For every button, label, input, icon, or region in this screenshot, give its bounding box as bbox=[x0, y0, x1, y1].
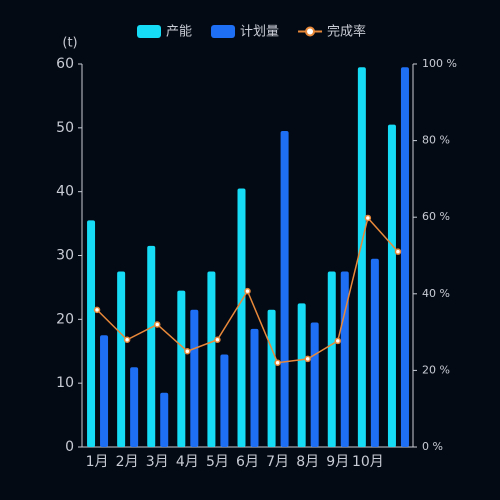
bar bbox=[237, 188, 246, 447]
y-tick-label: 60 bbox=[56, 56, 74, 72]
bar bbox=[387, 124, 396, 448]
y2-tick-label: 0 % bbox=[422, 440, 443, 453]
y-tick-label: 0 bbox=[65, 439, 74, 455]
bar bbox=[310, 322, 319, 447]
y2-tick-label: 100 % bbox=[422, 57, 457, 70]
y2-tick-label: 40 % bbox=[422, 287, 450, 300]
point bbox=[364, 214, 372, 222]
x-tick-label: 7月 bbox=[266, 454, 289, 470]
point bbox=[244, 287, 251, 295]
bar bbox=[297, 303, 306, 447]
point bbox=[274, 359, 281, 366]
legend-swatch bbox=[137, 25, 161, 38]
y-tick-label: 10 bbox=[56, 375, 74, 391]
x-tick-label: 4月 bbox=[176, 454, 199, 470]
bar bbox=[100, 335, 109, 447]
x-tick-label: 5月 bbox=[206, 454, 229, 470]
y-tick-label: 20 bbox=[56, 311, 74, 327]
bar bbox=[250, 328, 259, 447]
legend-swatch bbox=[305, 26, 316, 37]
bar bbox=[220, 354, 229, 447]
y2-tick-label: 20 % bbox=[422, 363, 450, 376]
bar bbox=[400, 67, 409, 448]
bar bbox=[280, 131, 289, 447]
point bbox=[153, 321, 161, 328]
x-tick-label: 1月 bbox=[86, 454, 109, 470]
point bbox=[93, 306, 101, 314]
x-tick-label: 3月 bbox=[146, 454, 169, 470]
legend-label: 产能 bbox=[166, 25, 192, 40]
y2-tick-label: 80 % bbox=[422, 134, 450, 147]
bar bbox=[357, 67, 366, 448]
bar bbox=[130, 367, 139, 447]
point bbox=[214, 336, 221, 344]
x-tick-label: 10月 bbox=[352, 454, 384, 470]
x-tick-label: 2月 bbox=[116, 454, 139, 470]
y-tick-label: 40 bbox=[56, 184, 74, 200]
x-tick-label: 9月 bbox=[326, 454, 349, 470]
legend-label: 计划量 bbox=[240, 25, 279, 40]
bar bbox=[117, 271, 126, 447]
point bbox=[123, 336, 131, 344]
bar bbox=[327, 271, 336, 447]
point bbox=[184, 348, 191, 355]
legend-swatch bbox=[211, 25, 236, 38]
bar bbox=[207, 271, 216, 447]
y-tick-label: 30 bbox=[56, 248, 74, 264]
y2-tick-label: 60 % bbox=[422, 210, 450, 223]
point bbox=[304, 355, 311, 363]
bar bbox=[370, 258, 379, 447]
bar bbox=[87, 220, 96, 447]
point bbox=[334, 337, 342, 345]
bar bbox=[190, 309, 199, 447]
y-tick-label: 50 bbox=[56, 120, 74, 136]
legend-label: 完成率 bbox=[327, 24, 366, 40]
x-tick-label: 8月 bbox=[296, 454, 319, 470]
bar bbox=[177, 290, 186, 447]
bar bbox=[147, 245, 156, 447]
bar bbox=[160, 392, 169, 447]
x-tick-label: 6月 bbox=[236, 454, 259, 470]
point bbox=[394, 248, 402, 255]
bar bbox=[340, 271, 349, 447]
y-axis-label: (t) bbox=[62, 36, 77, 51]
bar bbox=[267, 309, 276, 447]
